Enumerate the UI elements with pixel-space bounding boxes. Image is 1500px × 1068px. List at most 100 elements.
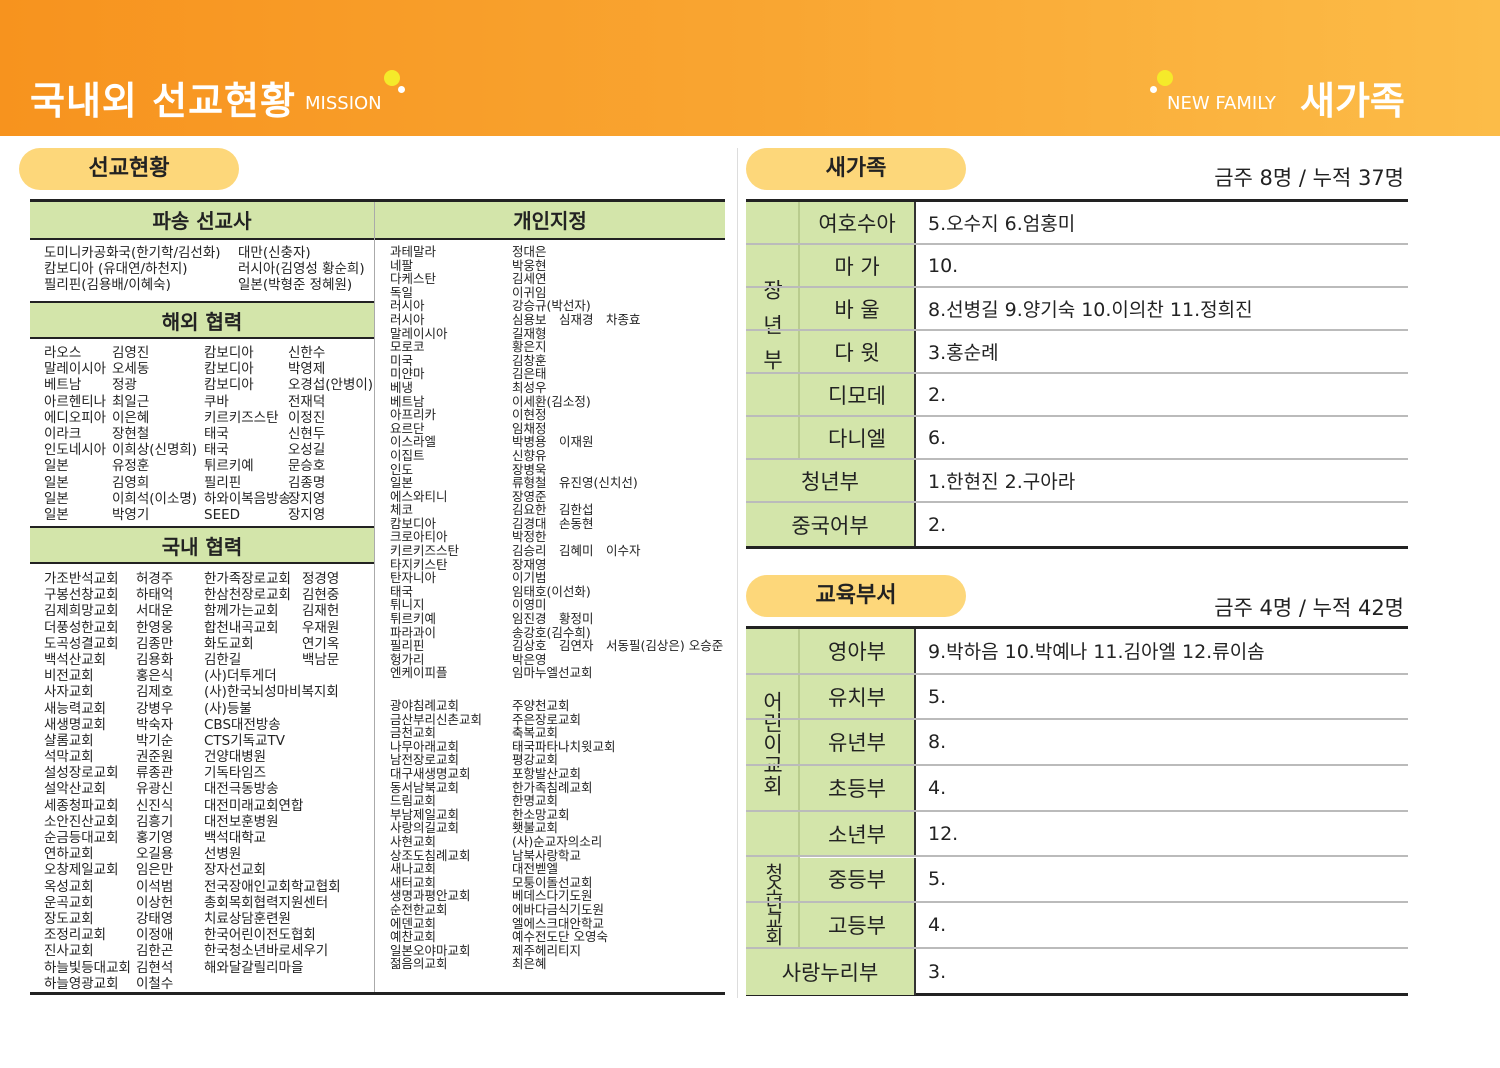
list-cell: 상조도침례교회 bbox=[390, 847, 471, 863]
list-cell: 김종만 bbox=[136, 635, 174, 652]
list-cell: 기독타임즈 bbox=[204, 765, 267, 782]
newfamily-table: 장년부 여호수아 5.오수지 6.엄홍미 마 가 10. 바 울 8.선병길 9.양기숙 1… bbox=[746, 199, 1408, 549]
list-cell: 최일근 bbox=[112, 393, 150, 410]
list-cell: 박정한 bbox=[512, 529, 547, 545]
list-cell: 크로아티아 bbox=[390, 529, 448, 545]
list-cell: 태국 bbox=[204, 442, 229, 459]
list-cell: 한영웅 bbox=[136, 619, 174, 636]
list-cell: 이영미 bbox=[512, 597, 547, 613]
table-row: 소년부 12. bbox=[746, 811, 1408, 858]
dispatch-header: 파송 선교사 bbox=[30, 202, 374, 240]
table-row: 디모데 2. bbox=[746, 374, 1408, 417]
list-cell: 순금등대교회 bbox=[44, 830, 119, 846]
section-divider bbox=[737, 148, 738, 998]
education-count: 금주 4명 / 누적 42명 bbox=[1214, 596, 1404, 620]
row-label: 사랑누리부 bbox=[746, 948, 914, 995]
list-cell: 독일 bbox=[390, 284, 414, 300]
list-cell: 김종명 bbox=[288, 474, 326, 491]
list-cell: 김현중 bbox=[302, 587, 340, 604]
education-table: 어린이교회 청소년교회 영아부 9.박하음 10.박예나 11.김아엘 12.류이솜 유… bbox=[746, 626, 1408, 996]
row-value: 2. bbox=[914, 374, 1408, 415]
list-cell: 과테말라 bbox=[390, 244, 437, 259]
list-cell: 대전벧엘 bbox=[512, 861, 559, 877]
list-cell: 송강호(김수희) bbox=[512, 624, 591, 640]
list-cell: 설성장로교회 bbox=[44, 765, 119, 782]
row-label: 중국어부 bbox=[746, 503, 914, 546]
list-cell: 오성길 bbox=[288, 442, 326, 459]
list-cell: 김창훈 bbox=[512, 352, 547, 368]
row-value: 10. bbox=[914, 245, 1408, 286]
list-cell: 김영희 bbox=[112, 474, 150, 491]
list-cell: 일본 bbox=[44, 506, 69, 523]
list-cell: 모로코 bbox=[390, 339, 425, 355]
list-cell: 김승리 김혜미 이수자 bbox=[512, 543, 641, 559]
list-cell: 캄보디아 bbox=[204, 361, 254, 378]
list-cell: 이상헌 bbox=[136, 894, 174, 911]
white-dot-icon bbox=[398, 86, 405, 93]
list-cell: 나무아래교회 bbox=[390, 738, 460, 754]
list-cell: 캄보디아 bbox=[204, 377, 254, 394]
row-label: 영아부 bbox=[800, 629, 914, 673]
list-cell: 임진경 황정미 bbox=[512, 611, 594, 627]
list-cell: 축복교회 bbox=[512, 725, 559, 741]
list-cell: 유정훈 bbox=[112, 458, 150, 475]
list-cell: 한가족침례교회 bbox=[512, 779, 593, 795]
list-cell: 김재헌 bbox=[302, 603, 340, 620]
list-cell: 하늘빛등대교회 bbox=[44, 959, 131, 976]
table-row: 청년부 1.한현진 2.구아라 bbox=[746, 460, 1408, 503]
list-cell: 다케스탄 bbox=[390, 271, 437, 287]
newfamily-count: 금주 8명 / 누적 37명 bbox=[1214, 166, 1404, 190]
list-cell: 이정진 bbox=[288, 409, 326, 426]
list-cell: 이현정 bbox=[512, 407, 547, 423]
list-cell: 쿠바 bbox=[204, 393, 229, 410]
list-cell: 일본 bbox=[44, 458, 69, 475]
list-cell: 장현철 bbox=[112, 425, 150, 442]
list-cell: 러시아(김영성 황순희) bbox=[238, 261, 365, 278]
list-cell: 필리핀 bbox=[204, 474, 242, 491]
list-cell: 총회목회협력지원센터 bbox=[204, 894, 329, 911]
list-cell: 임은만 bbox=[136, 862, 174, 879]
list-cell: 임마누엘선교회 bbox=[512, 665, 593, 681]
list-cell: 주은장로교회 bbox=[512, 711, 582, 727]
list-cell: 가조반석교회 bbox=[44, 571, 119, 587]
list-cell: 임태호(이선화) bbox=[512, 583, 591, 599]
list-cell: 진사교회 bbox=[44, 943, 94, 960]
list-cell: 러시아 bbox=[390, 298, 425, 314]
list-cell: 서대운 bbox=[136, 603, 174, 620]
list-cell: 남북사랑학교 bbox=[512, 847, 582, 863]
table-row: 바 울 8.선병길 9.양기숙 10.이의찬 11.정희진 bbox=[746, 288, 1408, 331]
list-cell: 신진식 bbox=[136, 797, 174, 814]
list-cell: 전국장애인교회학교협회 bbox=[204, 878, 341, 895]
row-value: 5.오수지 6.엄홍미 bbox=[914, 202, 1408, 243]
list-cell: 헝가리 bbox=[390, 651, 425, 667]
list-cell: 샬롬교회 bbox=[44, 732, 94, 749]
list-cell: 미얀마 bbox=[390, 366, 425, 382]
right-title: 새가족 bbox=[1300, 79, 1405, 123]
list-cell: 새능력교회 bbox=[44, 700, 107, 717]
list-cell: 구봉선창교회 bbox=[44, 587, 119, 604]
domestic-header: 국내 협력 bbox=[30, 526, 374, 564]
list-cell: 필리핀 bbox=[390, 638, 425, 654]
list-cell: 젊음의교회 bbox=[390, 956, 448, 972]
row-value: 4. bbox=[914, 903, 1408, 947]
list-cell: 합천내곡교회 bbox=[204, 619, 279, 636]
list-cell: 이은혜 bbox=[112, 409, 150, 426]
list-cell: 최성우 bbox=[512, 379, 547, 395]
list-cell: 예수전도단 오영숙 bbox=[512, 929, 608, 945]
personal-header: 개인지정 bbox=[375, 202, 725, 240]
list-cell: 김은태 bbox=[512, 366, 547, 382]
list-cell: 허경주 bbox=[136, 571, 174, 587]
list-cell: 미국 bbox=[390, 352, 414, 368]
list-cell: 대전미래교회연합 bbox=[204, 797, 304, 814]
row-value: 5. bbox=[914, 857, 1408, 902]
list-cell: (사)더투게더 bbox=[204, 668, 277, 685]
list-cell: 새터교회 bbox=[390, 874, 437, 890]
list-cell: 파라과이 bbox=[390, 624, 437, 640]
list-cell: 인도 bbox=[390, 461, 414, 477]
list-cell: 대전보훈병원 bbox=[204, 813, 279, 830]
list-cell: 세종청파교회 bbox=[44, 797, 119, 814]
table-row: 사랑누리부 3. bbox=[746, 948, 1408, 995]
list-cell: 일본 bbox=[44, 490, 69, 507]
table-row: 여호수아 5.오수지 6.엄홍미 bbox=[746, 202, 1408, 245]
list-cell: 하늘영광교회 bbox=[44, 975, 119, 992]
